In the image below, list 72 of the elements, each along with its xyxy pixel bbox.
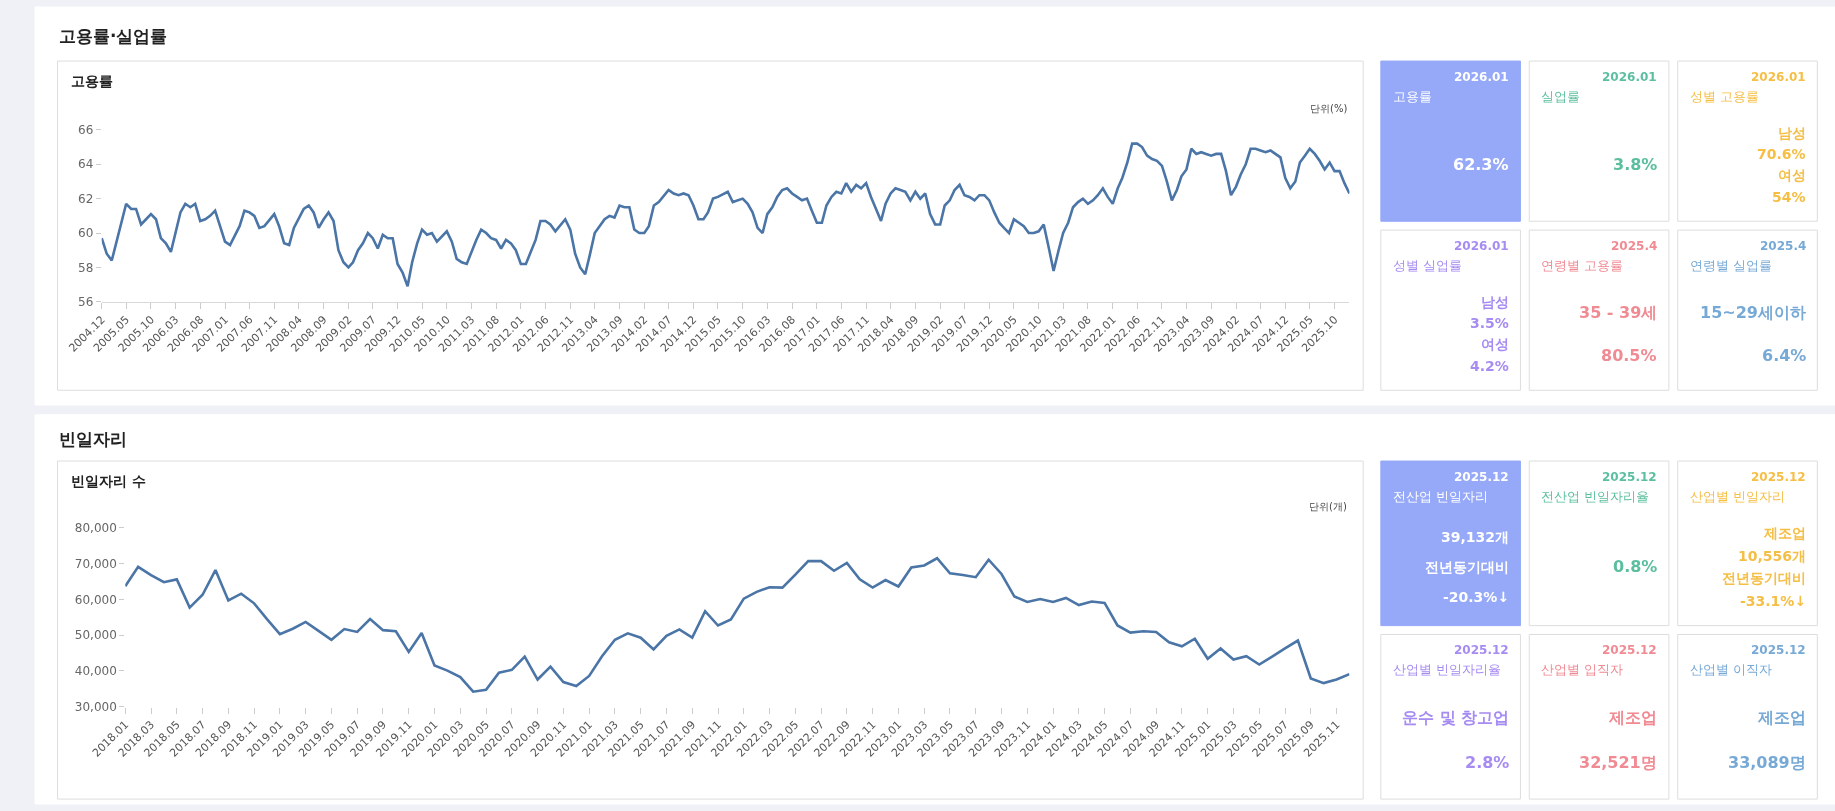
- y-tick-label: 50,000: [74, 628, 117, 643]
- y-tick-label: 62: [78, 191, 94, 206]
- text: 35 - 39세: [1579, 303, 1658, 322]
- text: -20.3%↓: [1443, 589, 1510, 605]
- text: 4.2%: [1470, 358, 1509, 374]
- text: 여성: [1481, 336, 1509, 352]
- line-series: [101, 142, 1350, 288]
- text: 2025.12: [1751, 470, 1806, 484]
- text: 전산업 빈일자리: [1393, 489, 1489, 504]
- chart-title: 고용률: [71, 73, 113, 89]
- text: 2025.4: [1760, 239, 1807, 253]
- text: 80.5%: [1601, 346, 1657, 365]
- text: 운수 및 창고업: [1402, 708, 1510, 727]
- text: 70.6%: [1757, 146, 1806, 162]
- text: 3.8%: [1613, 155, 1658, 174]
- text: 2.8%: [1465, 753, 1510, 772]
- y-tick-label: 80,000: [74, 521, 117, 536]
- text: 제조업: [1757, 708, 1806, 727]
- text: 39,132개: [1441, 529, 1510, 545]
- text: 남성: [1778, 125, 1806, 141]
- text: 연령별 고용률: [1541, 258, 1624, 273]
- y-tick-label: 64: [78, 157, 94, 172]
- text: 32,521명: [1579, 753, 1657, 772]
- text: 실업률: [1541, 89, 1580, 104]
- y-tick-label: 66: [78, 123, 94, 138]
- text: 2025.12: [1602, 643, 1657, 657]
- text: 단위(개): [1309, 501, 1347, 512]
- text: 6.4%: [1762, 346, 1807, 365]
- text: 산업별 빈일자리율: [1393, 662, 1502, 677]
- text: 2026.01: [1454, 239, 1509, 253]
- text: 산업별 이직자: [1690, 662, 1773, 677]
- text: 2025.4: [1611, 239, 1658, 253]
- text: 제조업: [1608, 708, 1657, 727]
- y-tick-label: 30,000: [74, 699, 117, 714]
- text: 여성: [1778, 167, 1806, 183]
- y-tick-label: 60: [78, 226, 94, 241]
- text: 전년동기대비: [1425, 559, 1509, 575]
- y-tick-label: 60,000: [74, 592, 117, 607]
- text: 33,089명: [1728, 753, 1806, 772]
- text: 2025.12: [1751, 643, 1806, 657]
- chart-title: 빈일자리 수: [71, 473, 146, 489]
- text: 2025.12: [1602, 470, 1657, 484]
- text: 단위(%): [1310, 103, 1348, 114]
- text: 연령별 실업률: [1690, 258, 1773, 273]
- text: 2026.01: [1602, 70, 1657, 84]
- y-tick-label: 40,000: [74, 664, 117, 679]
- text: 산업별 입직자: [1541, 662, 1624, 677]
- y-tick-label: 70,000: [74, 556, 117, 571]
- text: 2026.01: [1454, 70, 1509, 84]
- text: 남성: [1481, 294, 1509, 310]
- line-series: [125, 556, 1350, 693]
- text: 전산업 빈일자리율: [1541, 489, 1650, 504]
- text: 고용률: [1393, 89, 1432, 104]
- text: 2025.12: [1454, 643, 1509, 657]
- text: 성별 고용률: [1690, 89, 1760, 104]
- text: 2026.01: [1751, 70, 1806, 84]
- text: 10,556개: [1738, 548, 1807, 564]
- text: 62.3%: [1453, 155, 1509, 174]
- text: -33.1%↓: [1740, 593, 1807, 609]
- text: 전년동기대비: [1722, 570, 1806, 586]
- y-tick-label: 56: [78, 295, 94, 310]
- text: 54%: [1772, 189, 1806, 205]
- text: 고용률·실업률: [59, 26, 168, 46]
- text: 성별 실업률: [1393, 258, 1463, 273]
- text: 15~29세이하: [1700, 303, 1806, 322]
- text: 빈일자리: [59, 429, 127, 449]
- text: 산업별 빈일자리: [1690, 489, 1786, 504]
- text: 제조업: [1763, 525, 1806, 541]
- y-tick-label: 58: [78, 260, 94, 275]
- text: 0.8%: [1613, 557, 1658, 576]
- text: 3.5%: [1470, 315, 1509, 331]
- text: 2025.12: [1454, 470, 1509, 484]
